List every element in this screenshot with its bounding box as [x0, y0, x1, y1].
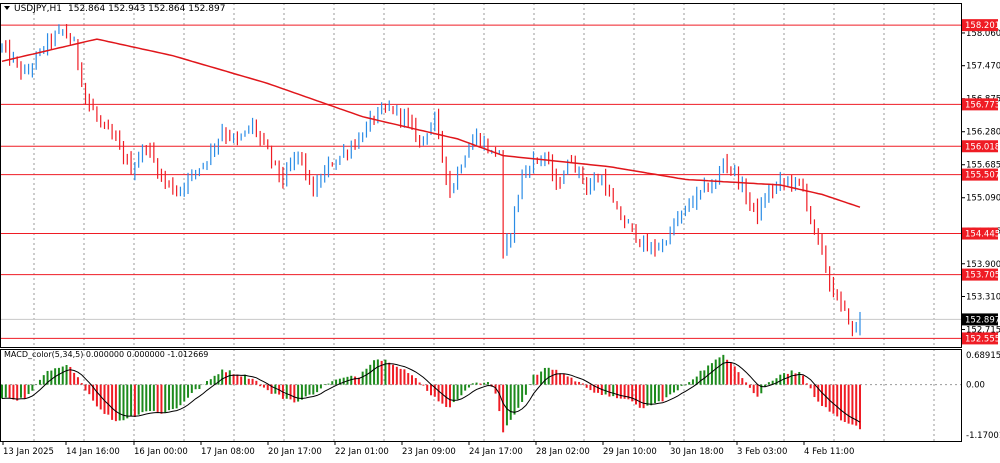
price-tick-label: 155.685 [966, 161, 1000, 171]
price-tick-label: 156.280 [966, 128, 1000, 138]
level-price-label: 158.201 [965, 21, 1000, 31]
macd-axis: 0.689154 0.00 -1.170011 [966, 351, 1000, 441]
time-tick-label: 30 Jan 18:00 [670, 447, 724, 457]
macd-tick-label: 0.689154 [966, 351, 1000, 361]
ohlc-values: 152.864 152.943 152.864 152.897 [68, 4, 225, 14]
level-price-label: 156.018 [965, 142, 1000, 152]
current-price-tag [962, 313, 998, 326]
macd-pane-frame [0, 349, 962, 442]
candlestick-series[interactable] [1, 24, 861, 337]
level-price-tag [962, 227, 998, 240]
level-price-tag [962, 332, 998, 345]
price-tick-label: 152.715 [966, 326, 1000, 336]
level-price-label: 156.773 [965, 100, 1000, 110]
time-tick-label: 13 Jan 2025 [3, 447, 54, 457]
macd-tick-label: -1.170011 [966, 431, 1000, 441]
price-tick-label: 155.090 [966, 194, 1000, 204]
time-tick-label: 17 Jan 08:00 [201, 447, 255, 457]
price-tick-label: 157.470 [966, 62, 1000, 72]
level-price-tag [962, 140, 998, 153]
level-price-tag [962, 168, 998, 181]
chart-header[interactable]: USDJPY,H1 152.864 152.943 152.864 152.89… [4, 4, 225, 14]
time-tick-label: 24 Jan 17:00 [469, 447, 523, 457]
time-tick-label: 20 Jan 17:00 [268, 447, 322, 457]
level-price-label: 152.555 [965, 334, 1000, 344]
vertical-grid [0, 3, 961, 441]
horizontal-levels [0, 24, 961, 339]
time-tick-label: 4 Feb 11:00 [804, 447, 854, 457]
time-axis: 13 Jan 2025 14 Jan 16:00 16 Jan 00:00 17 Ja… [2, 441, 854, 457]
chart-frame [0, 3, 962, 442]
triangle-down-icon[interactable] [4, 6, 10, 10]
time-tick-label: 16 Jan 00:00 [134, 447, 188, 457]
price-tick-label: 153.900 [966, 260, 1000, 270]
level-price-tag [962, 19, 998, 32]
macd-tick-label: 0.00 [966, 381, 985, 391]
time-tick-label: 23 Jan 09:00 [402, 447, 456, 457]
time-tick-label: 28 Jan 02:00 [536, 447, 590, 457]
moving-average-line [1, 38, 861, 208]
level-price-label: 153.705 [965, 271, 1000, 281]
current-price-label: 152.897 [965, 315, 1000, 325]
macd-signal-line [1, 361, 861, 423]
time-tick-label: 3 Feb 03:00 [737, 447, 787, 457]
price-tick-label: 153.310 [966, 293, 1000, 303]
time-tick-label: 14 Jan 16:00 [66, 447, 120, 457]
price-tick-label: 158.060 [966, 29, 1000, 39]
level-price-tag [962, 98, 998, 111]
level-price-label: 154.445 [965, 230, 1000, 240]
macd-indicator-label: MACD_color(5,34,5) 0.000000 0.000000 -1.… [4, 350, 208, 359]
price-axis: 158.060157.470156.875156.280155.685155.0… [961, 19, 1000, 345]
level-price-label: 155.507 [965, 171, 1000, 181]
time-tick-label: 29 Jan 10:00 [603, 447, 657, 457]
level-price-tag [962, 268, 998, 281]
main-pane-frame [0, 3, 962, 348]
symbol-label: USDJPY,H1 [14, 4, 62, 14]
time-tick-label: 22 Jan 01:00 [335, 447, 389, 457]
macd-histogram[interactable] [1, 354, 861, 433]
